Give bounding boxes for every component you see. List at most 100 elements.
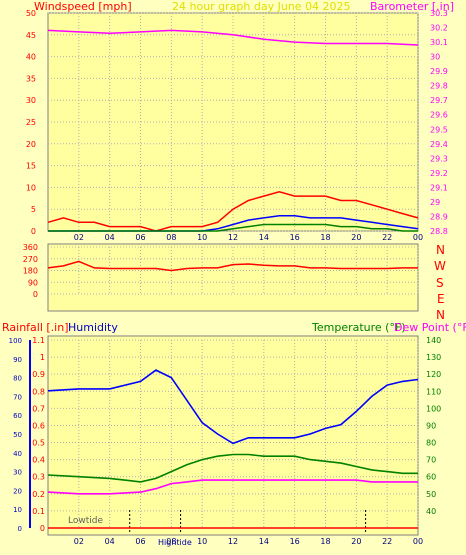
wind-tick-1: 5 [31, 205, 36, 214]
temp-tick-3: 70 [426, 456, 436, 465]
wind-xtick-7: 16 [290, 233, 300, 242]
temp-tick-2: 60 [426, 473, 436, 482]
rain-tick-2: 0.2 [32, 490, 45, 499]
humidity-tick-10: 100 [9, 337, 22, 345]
temp-tick-8: 120 [426, 370, 441, 379]
humidity-line [47, 369, 419, 445]
hightide-label: Hightide [158, 538, 192, 547]
climate-xtick-4: 10 [197, 537, 207, 546]
wind-xtick-10: 22 [382, 233, 392, 242]
climate-xtick-3: 08 [166, 537, 176, 546]
baro-tick-8: 29.6 [430, 111, 448, 120]
dir-tick-3: 270 [23, 255, 38, 264]
wind-xtick-4: 10 [197, 233, 207, 242]
baro-tick-10: 29.8 [430, 82, 448, 91]
wind-xtick-3: 08 [166, 233, 176, 242]
wind-xtick-2: 06 [135, 233, 145, 242]
compass-label-w: W [434, 259, 446, 273]
barometer-line [47, 29, 419, 46]
barometer-title: Barometer [.in] [370, 0, 454, 13]
climate-xtick-6: 14 [259, 537, 269, 546]
rain-tick-10: 1 [40, 353, 45, 362]
compass-label-top: N [436, 243, 445, 257]
baro-tick-6: 29.4 [430, 140, 448, 149]
wind-tick-8: 40 [26, 53, 36, 62]
rain-tick-9: 0.9 [32, 370, 45, 379]
graph-title: 24 hour graph day June 04 2025 [172, 0, 351, 13]
climate-xtick-8: 18 [320, 537, 330, 546]
rain-tick-6: 0.6 [32, 421, 45, 430]
wind-xtick-1: 04 [105, 233, 115, 242]
wind-tick-3: 15 [26, 162, 36, 171]
baro-tick-5: 29.3 [430, 154, 448, 163]
humidity-tick-5: 50 [13, 431, 22, 439]
rain-tick-11: 1.1 [32, 336, 45, 345]
wind-tick-7: 35 [26, 74, 36, 83]
wind-tick-0: 0 [31, 227, 36, 236]
humidity-tick-3: 30 [13, 469, 22, 477]
baro-tick-15: 30.3 [430, 9, 448, 18]
temp-tick-0: 40 [426, 507, 436, 516]
climate-xtick-0: 02 [74, 537, 84, 546]
humidity-tick-2: 20 [13, 487, 22, 495]
wind-tick-10: 50 [26, 9, 36, 18]
temp-tick-5: 90 [426, 421, 436, 430]
wind-xtick-11: 00 [413, 233, 423, 242]
humidity-tick-8: 80 [13, 375, 22, 383]
climate-panel-frame [47, 335, 419, 536]
wind-xtick-8: 18 [320, 233, 330, 242]
baro-tick-7: 29.5 [430, 125, 448, 134]
wind-panel-frame [47, 12, 419, 232]
temperature-line [47, 453, 418, 483]
temperature-label: Temperature (°F) [311, 321, 406, 334]
wind-tick-5: 25 [26, 118, 36, 127]
humidity-tick-7: 70 [13, 393, 22, 401]
baro-tick-1: 28.9 [430, 212, 448, 221]
wind-xtick-5: 12 [228, 233, 238, 242]
climate-xtick-11: 00 [413, 537, 423, 546]
temp-tick-9: 130 [426, 353, 441, 362]
wind-tick-6: 30 [26, 96, 36, 105]
baro-tick-14: 30.2 [430, 24, 448, 33]
rain-tick-3: 0.3 [32, 473, 45, 482]
climate-xtick-9: 20 [351, 537, 361, 546]
climate-xtick-1: 04 [105, 537, 115, 546]
rain-tick-8: 0.8 [32, 387, 45, 396]
baro-tick-13: 30.1 [430, 38, 448, 47]
compass-label-bottom: N [436, 308, 445, 322]
humidity-tick-9: 90 [13, 356, 22, 364]
dir-tick-1: 90 [28, 278, 38, 287]
temp-tick-1: 50 [426, 490, 436, 499]
baro-tick-3: 29.1 [430, 183, 448, 192]
rain-tick-4: 0.4 [32, 456, 45, 465]
wind-tick-2: 10 [26, 183, 36, 192]
dewpoint-label: Dew Point (°F) [394, 321, 466, 334]
low-line [48, 223, 418, 232]
climate-xtick-2: 06 [135, 537, 145, 546]
temp-tick-4: 80 [426, 439, 436, 448]
baro-tick-0: 28.8 [430, 227, 448, 236]
humidity-tick-6: 60 [13, 412, 22, 420]
rain-tick-5: 0.5 [32, 439, 45, 448]
dir-tick-2: 180 [23, 267, 38, 276]
dew_point-line [47, 479, 418, 495]
climate-xtick-10: 22 [382, 537, 392, 546]
humidity-tick-0: 0 [18, 525, 22, 533]
rain-tick-7: 0.7 [32, 404, 45, 413]
humidity-tick-4: 40 [13, 450, 22, 458]
dir-tick-0: 0 [33, 290, 38, 299]
compass-label-s: S [436, 276, 444, 290]
humidity-label: Humidity [68, 321, 118, 334]
humidity-tick-1: 10 [13, 506, 22, 514]
wind-xtick-9: 20 [351, 233, 361, 242]
lowtide-label: Lowtide [68, 516, 103, 526]
temp-tick-6: 100 [426, 404, 441, 413]
baro-tick-2: 29 [430, 198, 440, 207]
rain-tick-0: 0 [40, 524, 45, 533]
wind-tick-4: 20 [26, 140, 36, 149]
wind-tick-9: 45 [26, 31, 36, 40]
climate-xtick-7: 16 [290, 537, 300, 546]
climate-xtick-5: 12 [228, 537, 238, 546]
